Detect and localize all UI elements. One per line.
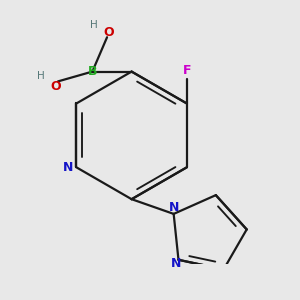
Text: F: F — [183, 64, 191, 77]
Text: H: H — [90, 20, 98, 30]
Text: N: N — [169, 201, 179, 214]
Text: O: O — [103, 26, 114, 39]
Text: N: N — [171, 257, 181, 270]
Text: O: O — [50, 80, 61, 93]
Text: B: B — [88, 65, 97, 78]
Text: N: N — [63, 161, 73, 174]
Text: H: H — [37, 71, 45, 82]
